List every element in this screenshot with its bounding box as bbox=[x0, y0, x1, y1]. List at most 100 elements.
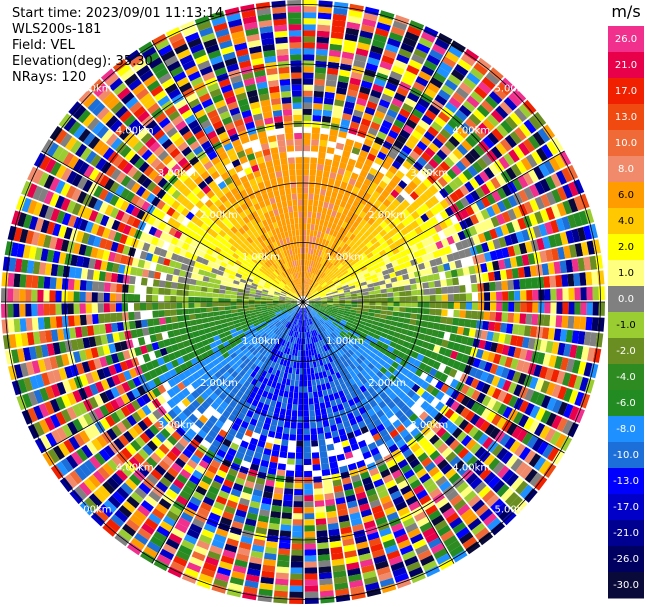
gate-cell bbox=[261, 349, 268, 356]
gate-cell bbox=[224, 306, 231, 311]
gate-cell bbox=[158, 295, 165, 302]
gate-cell bbox=[303, 356, 307, 363]
gate-cell bbox=[481, 76, 496, 90]
gate-cell bbox=[213, 311, 220, 317]
gate-cell bbox=[283, 340, 288, 348]
gate-cell bbox=[311, 217, 316, 225]
gate-cell bbox=[351, 146, 361, 155]
gate-cell bbox=[260, 302, 267, 305]
gate-cell bbox=[473, 62, 488, 76]
gate-cell bbox=[437, 89, 451, 101]
gate-cell bbox=[134, 487, 148, 500]
gate-cell bbox=[303, 368, 307, 375]
gate-cell bbox=[343, 445, 352, 454]
gate-cell bbox=[289, 310, 295, 315]
gate-cell bbox=[343, 252, 350, 259]
gate-cell bbox=[326, 328, 332, 335]
gate-cell bbox=[400, 189, 410, 199]
gate-cell bbox=[182, 302, 189, 309]
gate-cell bbox=[456, 326, 465, 335]
gate-cell bbox=[37, 303, 44, 316]
gate-cell bbox=[324, 240, 330, 247]
gate-cell bbox=[86, 441, 98, 455]
gate-cell bbox=[110, 313, 117, 323]
gate-cell bbox=[231, 422, 240, 432]
gate-cell bbox=[194, 302, 201, 308]
gate-cell bbox=[350, 293, 357, 297]
gate-cell bbox=[529, 198, 540, 212]
gate-cell bbox=[392, 433, 403, 444]
gate-cell bbox=[281, 319, 287, 325]
gate-cell bbox=[286, 464, 295, 471]
gate-cell bbox=[339, 299, 346, 302]
gate-cell bbox=[484, 292, 491, 301]
gate-cell bbox=[364, 456, 375, 466]
gate-cell bbox=[556, 186, 568, 201]
gate-cell bbox=[104, 323, 113, 334]
gate-cell bbox=[514, 108, 528, 122]
gate-cell bbox=[527, 169, 539, 183]
gate-cell bbox=[167, 566, 183, 578]
gate-cell bbox=[371, 473, 382, 482]
gate-cell bbox=[320, 365, 326, 372]
gate-cell bbox=[200, 382, 209, 391]
gate-cell bbox=[319, 139, 328, 147]
gate-cell bbox=[331, 290, 338, 294]
gate-cell bbox=[371, 391, 379, 400]
gate-cell bbox=[317, 390, 324, 398]
gate-cell bbox=[531, 150, 543, 165]
gate-cell bbox=[309, 272, 313, 279]
gate-cell bbox=[333, 105, 344, 113]
gate-cell bbox=[337, 263, 344, 270]
gate-cell bbox=[379, 60, 393, 71]
gate-cell bbox=[337, 377, 345, 385]
gate-cell bbox=[309, 318, 313, 325]
gate-cell bbox=[374, 199, 383, 208]
gate-cell bbox=[354, 207, 362, 216]
gate-cell bbox=[387, 203, 397, 212]
gate-cell bbox=[271, 394, 278, 402]
gate-cell bbox=[477, 232, 487, 243]
gate-cell bbox=[348, 573, 362, 583]
gate-cell bbox=[349, 233, 356, 241]
gate-cell bbox=[297, 307, 301, 313]
gate-cell bbox=[424, 219, 434, 229]
gate-cell bbox=[152, 287, 159, 295]
gate-cell bbox=[387, 365, 396, 374]
gate-cell bbox=[460, 196, 470, 208]
gate-cell bbox=[453, 443, 465, 455]
gate-cell bbox=[230, 378, 239, 387]
gate-cell bbox=[43, 316, 51, 330]
gate-cell bbox=[552, 399, 563, 414]
gate-cell bbox=[85, 303, 92, 314]
gate-cell bbox=[294, 483, 303, 490]
gate-cell bbox=[202, 496, 215, 507]
gate-cell bbox=[237, 412, 246, 421]
gate-cell bbox=[567, 315, 575, 329]
gate-cell bbox=[359, 278, 367, 283]
gate-cell bbox=[229, 442, 240, 451]
gate-cell bbox=[19, 318, 27, 332]
gate-cell bbox=[234, 417, 243, 426]
gate-cell bbox=[424, 188, 434, 199]
gate-cell bbox=[289, 385, 295, 393]
gate-cell bbox=[512, 88, 527, 103]
gate-cell bbox=[347, 89, 358, 98]
gate-cell bbox=[240, 491, 252, 501]
gate-cell bbox=[408, 566, 424, 578]
gate-cell bbox=[296, 313, 300, 320]
gate-cell bbox=[246, 368, 254, 376]
gate-cell bbox=[324, 214, 331, 222]
gate-cell bbox=[529, 184, 540, 198]
gate-cell bbox=[317, 334, 323, 341]
gate-cell bbox=[488, 91, 503, 105]
gate-cell bbox=[229, 400, 238, 409]
gate-cell bbox=[306, 331, 309, 338]
gate-cell bbox=[273, 375, 279, 383]
gate-cell bbox=[312, 309, 318, 314]
gate-cell bbox=[275, 572, 289, 580]
gate-cell bbox=[592, 286, 599, 301]
gate-cell bbox=[88, 474, 101, 488]
gate-cell bbox=[116, 486, 130, 500]
gate-cell bbox=[361, 255, 369, 263]
